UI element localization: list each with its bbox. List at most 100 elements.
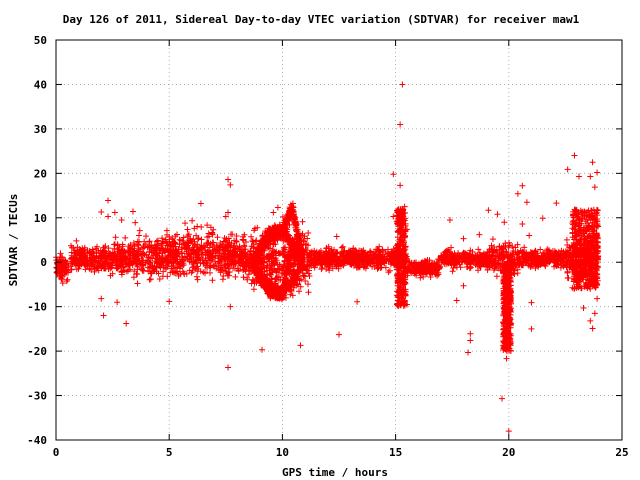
data-point [575,173,582,180]
data-point [403,301,410,308]
data-point [118,217,125,223]
data-point [397,121,404,128]
data-point [227,181,234,188]
data-point [114,299,121,306]
data-point [564,166,571,173]
data-point [594,169,601,176]
data-point [98,295,105,302]
data-point [270,209,277,216]
data-point [526,232,533,239]
data-point [163,227,170,234]
data-point [467,330,474,337]
data-point [476,231,483,238]
data-point [489,236,496,243]
data-point [182,220,189,227]
data-point [401,203,408,210]
data-point [446,217,453,223]
data-point [105,197,112,204]
x-tick-label: 5 [166,446,173,459]
data-point [519,182,526,189]
data-point [589,159,596,166]
data-point [123,320,130,327]
grid [56,40,622,440]
y-tick-label: -30 [27,390,47,403]
x-tick-label: 10 [276,446,289,459]
dense-data-band [53,200,602,355]
chart-title: Day 126 of 2011, Sidereal Day-to-day VTE… [63,13,580,26]
data-point [399,208,406,215]
data-point [136,227,143,234]
y-tick-label: 30 [34,123,47,136]
data-point [460,235,467,242]
data-point [354,298,361,305]
y-tick-label: -20 [27,345,47,358]
data-point [467,337,474,344]
data-point [501,219,508,226]
data-point [571,285,578,291]
data-point [528,325,535,332]
data-point [225,209,232,216]
data-point [580,305,587,311]
data-point [397,182,404,189]
data-point [465,349,472,356]
data-point [227,303,234,310]
data-point [503,355,510,362]
data-point [134,280,141,287]
data-point [453,297,460,304]
data-point [105,213,112,220]
y-tick-label: -40 [27,434,47,447]
data-point [460,282,467,289]
y-tick-label: 50 [34,34,47,47]
x-tick-label: 20 [502,446,515,459]
data-point [539,215,546,222]
data-point [403,226,410,233]
data-point [587,173,594,180]
data-point [591,184,598,191]
y-tick-label: 10 [34,212,47,225]
data-point [519,221,526,227]
data-points [55,81,601,435]
data-point [111,209,118,216]
data-point [399,81,406,88]
data-point [514,190,521,197]
data-point [132,219,139,226]
data-point [333,233,340,240]
data-point [390,213,397,220]
data-point [222,213,229,220]
data-cloud [53,200,602,355]
data-point [68,256,75,263]
data-point [100,312,107,319]
data-point [523,199,530,206]
plot-frame [55,39,623,441]
y-tick-label: 20 [34,167,47,180]
x-tick-label: 25 [615,446,628,459]
y-axis-label: SDTVAR / TECUs [7,194,20,287]
data-point [225,176,232,183]
x-axis-label: GPS time / hours [282,466,388,479]
data-point [274,204,281,211]
data-point [225,364,232,371]
axis-ticks: 0 5 10 15 20 25 -40 -30 -20 -10 0 10 20 30 40 50 [27,34,629,459]
data-point [587,213,594,220]
y-tick-label: 40 [34,78,47,91]
data-point [57,250,64,257]
data-point [390,171,397,178]
data-point [571,152,578,159]
data-point [499,395,506,402]
data-point [494,211,501,218]
data-point [336,331,342,338]
x-tick-label: 15 [389,446,402,459]
data-point [59,280,66,287]
data-point [589,325,596,332]
data-point [505,428,512,435]
data-point [587,317,594,324]
data-point [98,209,105,215]
data-point [485,207,492,214]
data-point [197,200,204,207]
y-tick-label: -10 [27,301,47,314]
data-point [73,237,80,244]
data-point [594,295,601,302]
data-point [109,270,116,277]
data-point [505,317,512,323]
data-point [166,298,173,305]
